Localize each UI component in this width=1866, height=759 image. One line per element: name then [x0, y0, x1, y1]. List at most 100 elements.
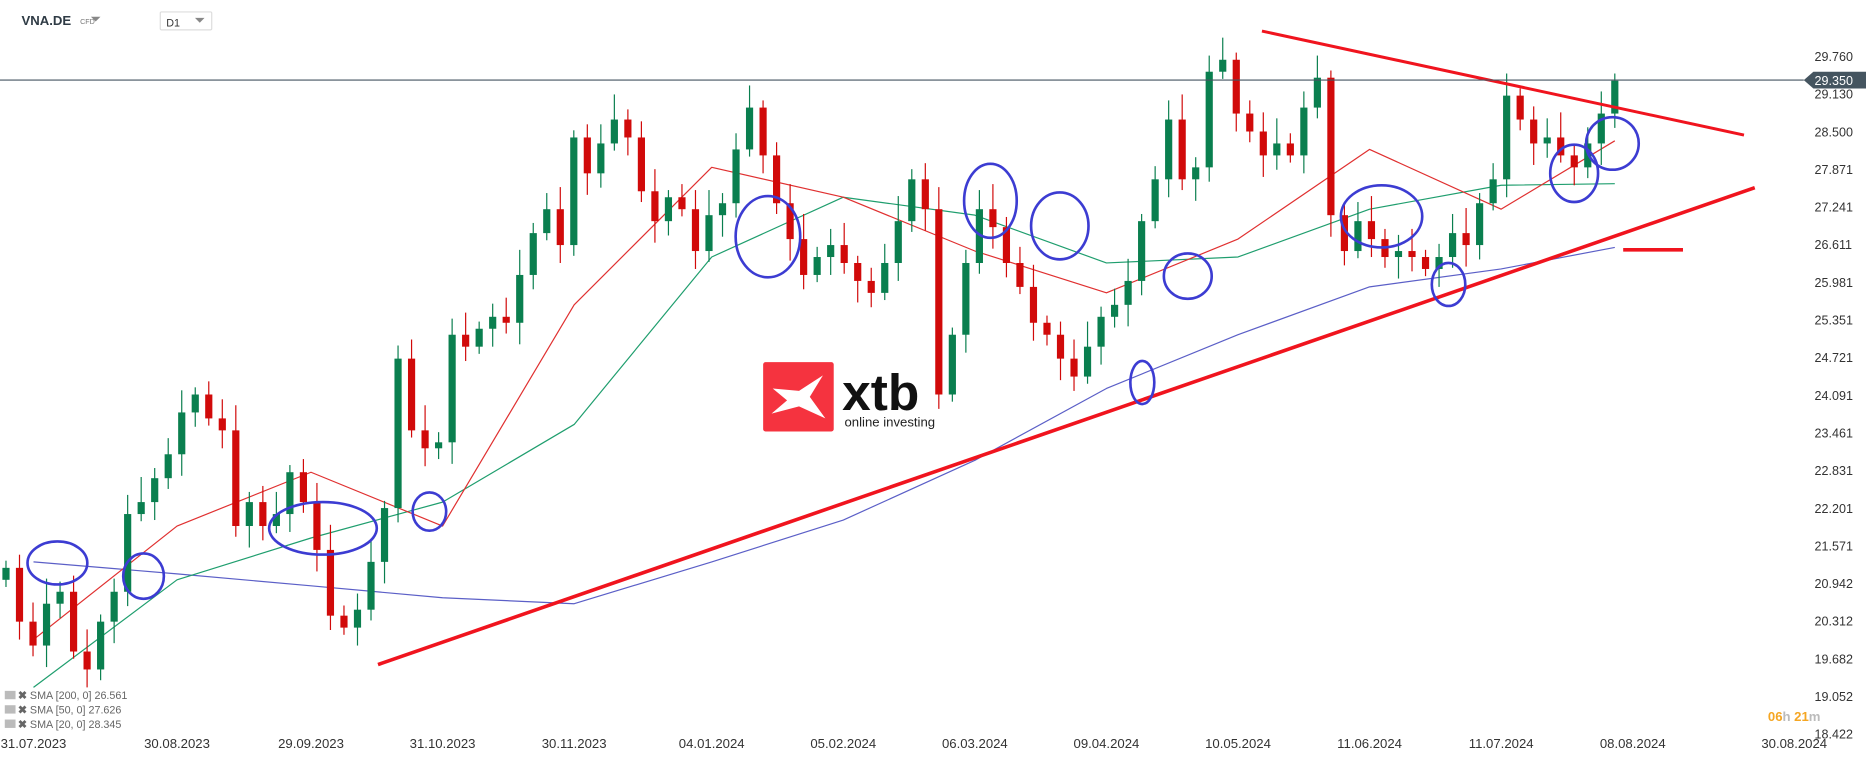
candle [1340, 202, 1349, 266]
candle-body [272, 514, 280, 527]
candle-body [1570, 155, 1578, 168]
y-axis[interactable]: 29.760 29.130 28.500 27.871 27.241 26.611 25.9… [1815, 50, 1853, 742]
candle-body [178, 412, 186, 455]
annotation-circle[interactable] [1129, 359, 1156, 406]
candle-body [1354, 221, 1362, 252]
y-tick-label: 24.721 [1815, 351, 1853, 365]
candle [570, 130, 578, 256]
indicator-settings-icon[interactable] [4, 705, 16, 714]
support-trendline[interactable] [377, 185, 1756, 667]
candle-body [1543, 137, 1551, 144]
candle-body [840, 245, 848, 263]
y-tick-label: 23.461 [1815, 426, 1853, 440]
annotation-circle[interactable] [1339, 183, 1424, 249]
candle-body [881, 262, 889, 293]
y-tick-label: 29.760 [1815, 50, 1853, 64]
candle [97, 614, 105, 681]
indicator-settings-icon[interactable] [4, 690, 16, 700]
current-price-value: 29.350 [1815, 74, 1853, 88]
resistance-trendline[interactable] [1261, 29, 1745, 137]
candle [678, 184, 686, 217]
indicator-legend: ✖ SMA [200, 0] 26.561✖ SMA [50, 0] 27.626✖… [4, 690, 127, 731]
candle-body [1043, 322, 1051, 335]
annotation-circle[interactable] [1162, 252, 1214, 301]
x-tick-label: 31.10.2023 [410, 736, 476, 751]
candle [854, 255, 862, 303]
y-tick-label: 27.871 [1815, 163, 1853, 177]
candle-body [1462, 233, 1470, 246]
candle-body [1165, 119, 1173, 180]
annotation-circle[interactable] [962, 162, 1019, 240]
sma-line [33, 183, 1615, 688]
candle-body [1435, 257, 1443, 269]
candle-body [367, 561, 375, 610]
candle-body [245, 502, 253, 527]
candle-body [110, 591, 118, 622]
annotation-circle[interactable] [1548, 143, 1600, 204]
candle-body [1178, 119, 1186, 180]
x-tick-label: 30.11.2023 [542, 736, 607, 751]
candle [1394, 234, 1403, 279]
candle [1151, 166, 1159, 229]
annotation-circle[interactable] [1430, 261, 1467, 308]
candle-body [1327, 77, 1335, 216]
y-tick-label: 19.052 [1815, 690, 1853, 704]
candle-body [259, 502, 267, 527]
x-tick-label: 11.06.2024 [1337, 736, 1402, 751]
candle [164, 438, 172, 489]
candle [205, 381, 213, 426]
annotation-circle[interactable] [1029, 191, 1090, 261]
annotation-circle[interactable] [121, 552, 166, 601]
candle [232, 405, 240, 537]
candle-body [1557, 137, 1565, 156]
indicator-remove-icon[interactable]: ✖ [18, 705, 27, 717]
annotation-circle[interactable] [26, 540, 89, 586]
y-tick-label: 24.091 [1815, 389, 1853, 403]
y-tick-label: 19.682 [1815, 652, 1853, 666]
candle-body [827, 245, 835, 258]
candle [664, 190, 673, 236]
candle [908, 169, 916, 232]
timeframe-value: D1 [166, 17, 180, 29]
annotation-circle[interactable] [267, 500, 379, 556]
candle [124, 494, 132, 607]
candle [1327, 70, 1335, 237]
x-tick-label: 09.04.2024 [1074, 736, 1140, 751]
candle-body [29, 621, 37, 646]
timeframe-select[interactable]: D1 [159, 11, 213, 31]
candle-body [1300, 107, 1308, 156]
annotation-circle[interactable] [1584, 115, 1641, 172]
candle-body [691, 209, 700, 252]
candle-body [732, 149, 740, 204]
candle-body [529, 233, 537, 275]
candle-body [164, 454, 172, 479]
candle-body [800, 239, 808, 275]
candle-body [1516, 95, 1524, 120]
indicator-remove-icon[interactable]: ✖ [18, 719, 27, 731]
candle [1056, 321, 1065, 381]
y-tick-label: 18.422 [1815, 728, 1853, 742]
annotation-circle[interactable] [734, 194, 802, 279]
candle [110, 578, 118, 644]
candle [1503, 73, 1511, 198]
x-axis[interactable]: 31.07.2023 30.08.2023 29.09.2023 31.10.2023… [1, 736, 1828, 751]
candle [475, 321, 483, 354]
symbol-dropdown-icon[interactable] [90, 16, 101, 22]
y-tick-label: 27.241 [1815, 201, 1853, 215]
symbol-label[interactable]: VNA.DE [22, 13, 72, 28]
candle [881, 243, 889, 301]
candle-body [286, 472, 294, 515]
candle-body [948, 334, 956, 395]
candle-body [1367, 221, 1376, 240]
candle [502, 297, 510, 334]
candle-body [1138, 221, 1146, 281]
candle [1354, 202, 1362, 259]
candle-body [353, 609, 362, 628]
indicator-settings-icon[interactable] [4, 719, 16, 728]
candle [583, 124, 591, 195]
indicator-remove-icon[interactable]: ✖ [18, 690, 27, 702]
candle [705, 190, 713, 262]
candle [637, 121, 645, 203]
annotation-circle[interactable] [411, 491, 448, 533]
